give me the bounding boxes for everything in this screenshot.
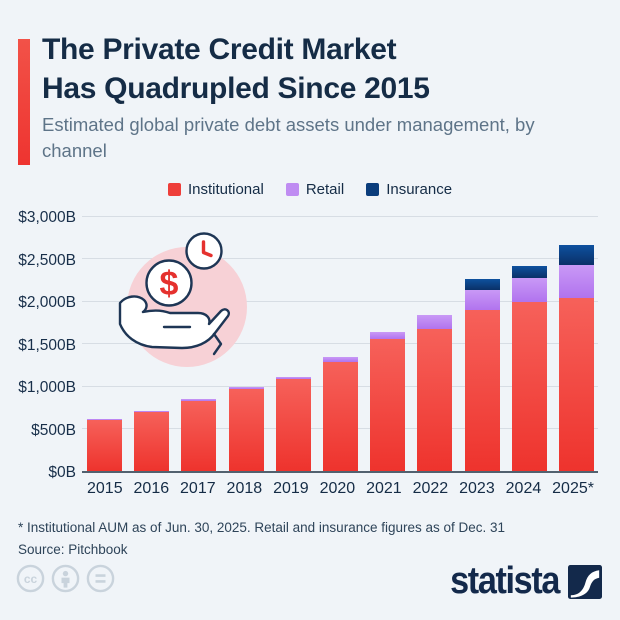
y-tick-label: $3,000B	[18, 209, 76, 226]
bar-2021	[370, 331, 406, 471]
segment-retail	[417, 315, 453, 329]
x-tick-label: 2022	[412, 480, 449, 497]
y-tick-label: $1,000B	[18, 379, 76, 396]
hand-icon	[118, 295, 230, 356]
segment-retail	[181, 398, 217, 402]
bar-2023	[464, 278, 500, 471]
segment-insurance	[558, 245, 594, 265]
footnote: * Institutional AUM as of Jun. 30, 2025.…	[18, 520, 506, 535]
segment-retail	[275, 376, 311, 380]
y-axis-labels: $0B $500B $1,000B $1,500B $2,000B $2,500B $3,0…	[0, 209, 76, 481]
creative-commons-icon[interactable]: cc	[16, 564, 45, 593]
bar-2024	[511, 265, 547, 471]
x-tick-label: 2015	[87, 480, 123, 497]
legend-item-insurance: Insurance	[366, 181, 452, 198]
segment-retail	[322, 357, 358, 362]
bar-2015	[87, 419, 122, 471]
bar-2017	[181, 398, 217, 471]
legend-swatch-insurance	[366, 183, 380, 196]
x-tick-label: 2025*	[552, 480, 594, 497]
x-axis-labels: 2015 2016 2017 2018 2019 2020 2021 2022 2023 2024…	[82, 480, 598, 498]
svg-text:cc: cc	[24, 572, 38, 586]
y-tick-label: $500B	[31, 421, 76, 439]
gridline	[82, 215, 598, 217]
segment-institutional	[322, 361, 358, 471]
hand-money-illustration: $	[118, 232, 247, 367]
chart-legend: Institutional Retail Insurance	[0, 181, 620, 198]
dollar-coin-icon: $	[145, 259, 193, 307]
segment-institutional	[511, 302, 547, 471]
no-derivatives-icon[interactable]	[86, 564, 115, 593]
segment-institutional	[181, 401, 217, 471]
gridline	[82, 343, 598, 344]
bar-2019	[275, 376, 311, 471]
statista-logo-text: statista	[450, 560, 560, 602]
legend-swatch-retail	[285, 183, 299, 196]
svg-text:$: $	[160, 265, 179, 303]
legend-label: Retail	[305, 181, 345, 198]
segment-institutional	[558, 297, 594, 471]
segment-retail	[228, 387, 264, 390]
bar-2025	[558, 245, 594, 471]
legend-swatch-institutional	[167, 183, 181, 196]
segment-institutional	[275, 379, 311, 471]
x-tick-label: 2020	[319, 480, 356, 497]
legend-item-retail: Retail	[285, 181, 345, 198]
segment-institutional	[464, 310, 500, 471]
segment-insurance	[464, 278, 500, 290]
x-tick-label: 2023	[459, 480, 495, 497]
gridline	[82, 300, 598, 302]
source: Source: Pitchbook	[18, 541, 128, 557]
segment-institutional	[134, 412, 170, 471]
bar-2022	[417, 315, 453, 471]
segment-retail	[134, 411, 170, 413]
legend-item-institutional: Institutional	[167, 181, 264, 198]
y-tick-label: $2,500B	[18, 251, 76, 269]
legend-label: Institutional	[187, 181, 264, 198]
segment-insurance	[511, 265, 547, 279]
segment-institutional	[370, 339, 406, 471]
plot-area	[82, 215, 598, 473]
bar-2016	[134, 411, 170, 471]
statista-logo[interactable]: statista	[438, 560, 602, 603]
chart-subtitle: Estimated global private debt assets und…	[42, 114, 535, 161]
license-icons: cc	[16, 564, 115, 593]
y-tick-label: $2,000B	[18, 294, 76, 311]
y-tick-label: $1,500B	[18, 336, 76, 354]
page-title: The Private Credit Market Has Quadrupled …	[42, 30, 430, 108]
bar-2020	[322, 357, 358, 471]
bar-2018	[228, 387, 264, 471]
legend-label: Insurance	[386, 181, 453, 198]
attribution-icon[interactable]	[51, 564, 80, 593]
segment-retail	[464, 289, 500, 311]
statista-logo-mark	[568, 564, 602, 599]
x-tick-label: 2019	[273, 480, 309, 497]
segment-retail	[511, 278, 547, 303]
segment-retail	[370, 331, 406, 340]
x-tick-label: 2016	[133, 480, 170, 497]
segment-institutional	[228, 389, 264, 471]
segment-retail	[558, 264, 594, 298]
title-line-1: The Private Credit Market	[42, 33, 397, 66]
segment-institutional	[87, 420, 122, 471]
gridline	[82, 258, 598, 259]
x-tick-label: 2018	[226, 480, 263, 497]
title-line-2: Has Quadrupled Since 2015	[42, 72, 430, 105]
x-tick-label: 2021	[366, 480, 402, 497]
y-tick-label: $0B	[48, 464, 76, 481]
accent-bar	[18, 39, 30, 165]
segment-institutional	[417, 328, 453, 471]
x-tick-label: 2017	[180, 480, 216, 497]
x-tick-label: 2024	[505, 480, 542, 497]
segment-retail	[87, 419, 122, 420]
clock-icon	[185, 232, 223, 270]
